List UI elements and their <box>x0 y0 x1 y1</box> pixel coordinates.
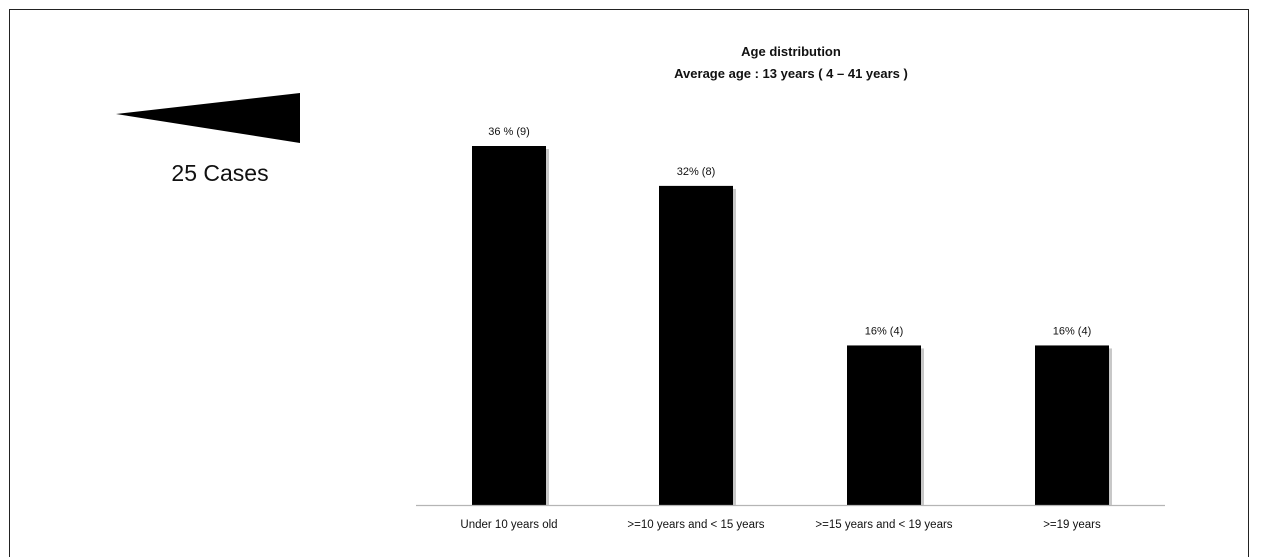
bar-3 <box>1035 345 1109 505</box>
category-label-0: Under 10 years old <box>460 519 557 531</box>
bar-0 <box>472 146 546 505</box>
bars-group <box>472 146 1112 505</box>
cases-count-label: 25 Cases <box>171 160 269 186</box>
data-label-2: 16% (4) <box>865 325 904 337</box>
chart-subtitle: Average age : 13 years ( 4 – 41 years ) <box>674 66 908 81</box>
data-label-3: 16% (4) <box>1053 325 1092 337</box>
data-labels-group: 36 % (9) 32% (8) 16% (4) 16% (4) <box>488 126 1091 337</box>
data-label-1: 32% (8) <box>677 166 716 178</box>
category-label-3: >=19 years <box>1043 519 1101 531</box>
bar-2 <box>847 345 921 505</box>
category-label-1: >=10 years and < 15 years <box>627 519 764 531</box>
category-label-2: >=15 years and < 19 years <box>815 519 952 531</box>
chart-title: Age distribution <box>741 44 841 59</box>
data-label-0: 36 % (9) <box>488 126 530 138</box>
bar-1 <box>659 185 733 505</box>
decreasing-wedge-icon <box>116 93 300 143</box>
category-labels-group: Under 10 years old >=10 years and < 15 ye… <box>460 519 1101 531</box>
